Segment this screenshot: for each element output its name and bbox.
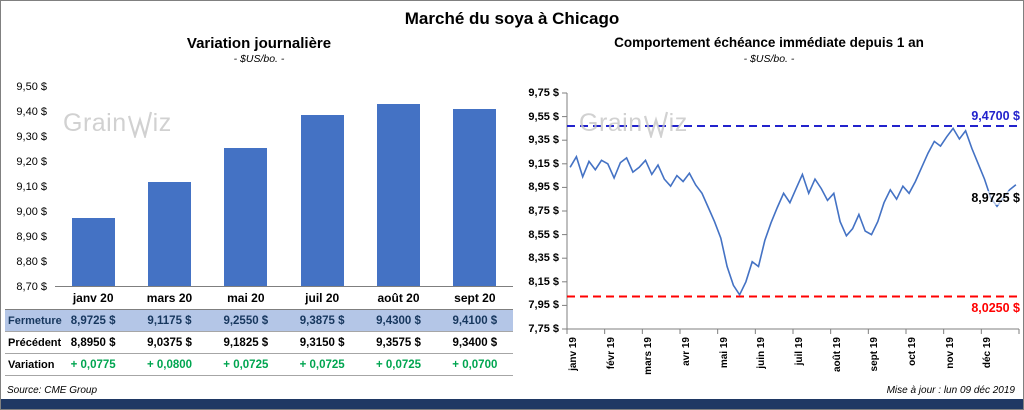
table-cell: 9,3400 $ — [452, 336, 498, 349]
table-cell: 8,8950 $ — [70, 336, 116, 349]
line-x-tick: sept 19 — [869, 337, 881, 372]
bar-chart-area: 9,50 $ 9,40 $ 9,30 $ 9,20 $ 9,10 $ 9,00 $ 8,90… — [5, 81, 513, 293]
bar-y-tick: 9,00 $ — [16, 206, 47, 218]
bar-sept-20 — [453, 109, 497, 286]
line-y-tick: 8,95 $ — [528, 181, 559, 194]
table-cell: 9,0375 $ — [147, 336, 192, 349]
bar-y-axis: 9,50 $ 9,40 $ 9,30 $ 9,20 $ 9,10 $ 9,00 $ 8,90… — [5, 81, 55, 293]
bar-y-tick: 9,20 $ — [16, 156, 47, 168]
price-line — [569, 126, 1017, 297]
bar-slot — [55, 87, 131, 286]
footer-bar — [1, 399, 1023, 409]
table-cell: 9,3150 $ — [299, 336, 345, 349]
category-label: juil 20 — [305, 291, 340, 305]
table-row-fermeture: Fermeture 8,9725 $ 9,1175 $ 9,2550 $ 9,3875 … — [5, 310, 513, 332]
update-note: Mise à jour : lun 09 déc 2019 — [886, 385, 1015, 396]
table-cell: 8,9725 $ — [70, 314, 116, 327]
last-price-label: 8,9725 $ — [970, 190, 1021, 205]
category-row: janv 20 mars 20 mai 20 juil 20 août 20 sept 2… — [5, 287, 513, 310]
bar-slot — [437, 87, 513, 286]
line-x-tick: févr 19 — [605, 337, 617, 370]
table-cell: + 0,0775 — [70, 358, 116, 371]
line-y-tick: 9,75 $ — [528, 87, 559, 99]
table-cell: + 0,0700 — [452, 358, 498, 371]
table-row-variation: Variation + 0,0775 + 0,0800 + 0,0725 + 0,072… — [5, 354, 513, 376]
line-x-tick: août 19 — [831, 337, 843, 373]
bar-y-tick: 9,40 $ — [16, 106, 47, 118]
row-label: Précédent — [8, 336, 62, 349]
line-x-tick: janv 19 — [568, 337, 579, 371]
table-row-precedent: Précédent 8,8950 $ 9,0375 $ 9,1825 $ 9,3150 … — [5, 332, 513, 354]
line-y-tick: 9,55 $ — [528, 110, 559, 123]
table-cell: 9,3875 $ — [299, 314, 345, 327]
bar-y-tick: 8,90 $ — [16, 231, 47, 243]
bar-août-20 — [377, 104, 420, 286]
table-cell: 9,3575 $ — [376, 336, 421, 349]
line-x-tick: mai 19 — [718, 337, 730, 369]
bar-y-tick: 9,10 $ — [16, 181, 47, 193]
table-cell: 9,1825 $ — [223, 336, 269, 349]
line-x-tick: juin 19 — [756, 337, 768, 369]
line-y-tick: 9,35 $ — [528, 134, 559, 147]
row-label: Fermeture — [8, 314, 62, 327]
line-x-axis-labels: janv 19 févr 19 mars 19 avr 19 mai 19 juin 19… — [517, 329, 1021, 383]
table-cell: 9,2550 $ — [223, 314, 269, 327]
line-y-tick: 8,55 $ — [528, 228, 559, 241]
line-y-tick: 8,15 $ — [528, 275, 559, 288]
line-x-tick: déc 19 — [982, 337, 994, 369]
bar-y-tick: 9,50 $ — [16, 81, 47, 93]
line-chart-title: Comportement échéance immédiate depuis 1… — [614, 35, 924, 50]
bar-slot — [360, 87, 436, 286]
table-cell: + 0,0725 — [299, 358, 345, 371]
category-label: janv 20 — [72, 291, 114, 305]
category-label: sept 20 — [454, 291, 496, 305]
line-y-tick: 9,15 $ — [528, 157, 559, 170]
bar-mars-20 — [148, 182, 191, 286]
bar-juil-20 — [300, 114, 344, 286]
page-title: Marché du soya à Chicago — [404, 9, 620, 28]
line-y-tick: 7,75 $ — [528, 323, 559, 335]
line-chart-panel: Comportement échéance immédiate depuis 1… — [517, 35, 1021, 383]
source-note: Source: CME Group — [7, 385, 98, 396]
bar-y-tick: 9,30 $ — [16, 131, 47, 143]
bar-slot — [208, 87, 284, 286]
line-x-tick: oct 19 — [907, 337, 918, 366]
line-axes — [562, 92, 1020, 334]
table-cell: + 0,0725 — [223, 358, 269, 371]
table-cell: + 0,0800 — [146, 358, 193, 371]
bar-slot — [131, 87, 207, 286]
line-x-tick: nov 19 — [944, 337, 956, 369]
bar-slot — [284, 87, 360, 286]
high-price-label: 9,4700 $ — [970, 109, 1021, 124]
bar-mai-20 — [224, 147, 268, 286]
line-x-tick: mars 19 — [643, 337, 655, 375]
line-y-tick: 8,35 $ — [528, 252, 559, 265]
bar-chart-subtitle: - $US/bo. - — [233, 53, 285, 65]
bar-plot: Grain iz — [55, 87, 513, 287]
line-x-tick: juil 19 — [794, 337, 805, 366]
price-table: Fermeture 8,9725 $ 9,1175 $ 9,2550 $ 9,3875 … — [5, 310, 513, 376]
line-chart-area: 9,75 $ 9,55 $ 9,35 $ 9,15 $ 8,95 $ 8,75 $ 8,55… — [517, 87, 1021, 335]
line-chart-svg — [562, 92, 1020, 334]
row-label: Variation — [8, 358, 55, 371]
line-chart-subtitle: - $US/bo. - — [743, 53, 795, 65]
bar-y-tick: 8,80 $ — [16, 256, 47, 268]
line-y-tick: 8,75 $ — [528, 205, 559, 217]
line-y-tick: 7,95 $ — [528, 299, 559, 312]
bar-janv-20 — [71, 218, 115, 286]
table-cell: 9,4100 $ — [452, 314, 498, 327]
line-y-axis: 9,75 $ 9,55 $ 9,35 $ 9,15 $ 8,95 $ 8,75 $ 8,55… — [517, 87, 567, 335]
bar-chart-panel: Variation journalière - $US/bo. - 9,50 $… — [5, 35, 513, 376]
category-label: mai 20 — [227, 291, 265, 305]
line-x-tick: avr 19 — [681, 337, 692, 366]
bar-y-tick: 8,70 $ — [16, 281, 47, 293]
table-cell: 9,1175 $ — [147, 314, 192, 327]
category-label: août 20 — [377, 291, 420, 305]
table-cell: 9,4300 $ — [376, 314, 421, 327]
table-cell: + 0,0725 — [375, 358, 422, 371]
category-label: mars 20 — [146, 291, 193, 305]
bar-chart-title: Variation journalière — [186, 35, 332, 52]
low-price-label: 8,0250 $ — [970, 300, 1021, 315]
